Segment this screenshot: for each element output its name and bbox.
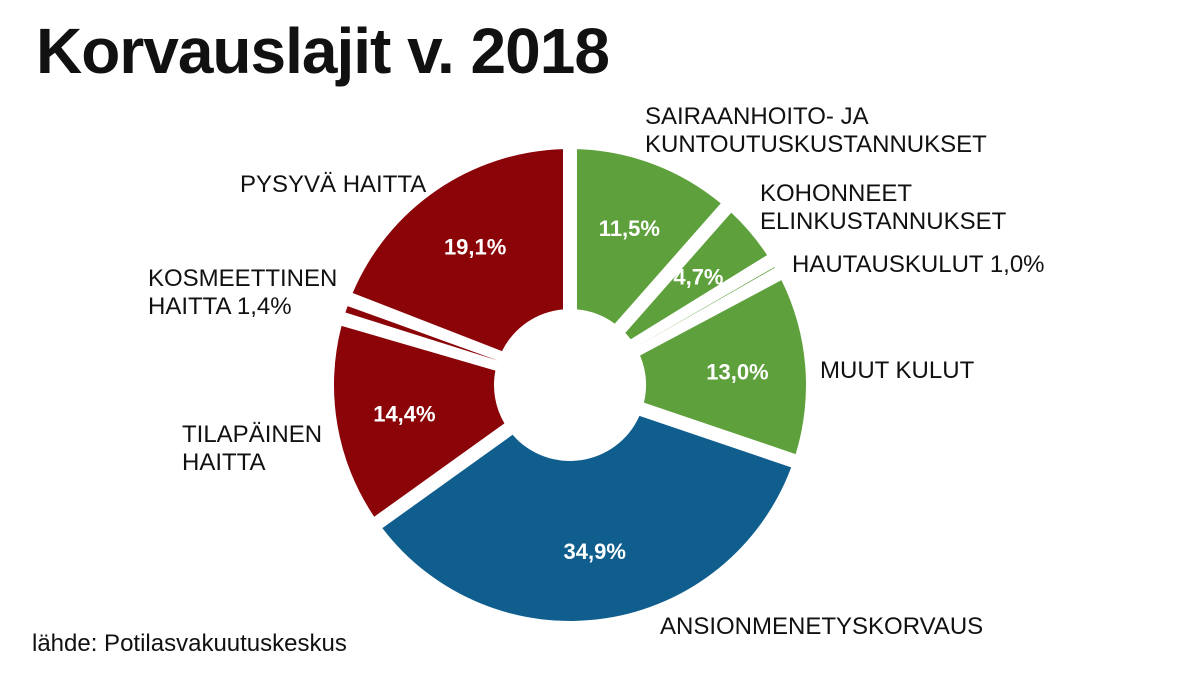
- category-label-5-line-1: HAITTA: [182, 449, 266, 476]
- chart-title: Korvauslajit v. 2018: [36, 15, 610, 87]
- value-label-3: 13,0%: [706, 359, 768, 384]
- slice-3: [640, 280, 806, 455]
- slice-5: [334, 325, 505, 517]
- slice-7: [352, 149, 564, 352]
- category-label-3-line-0: MUUT KULUT: [820, 357, 975, 384]
- category-label-6-line-1: HAITTA 1,4%: [148, 293, 292, 320]
- category-label-7-line-0: PYSYVÄ HAITTA: [240, 171, 426, 198]
- slice-2: [635, 267, 775, 348]
- category-label-0-line-0: SAIRAANHOITO- JA: [645, 103, 869, 130]
- category-label-4-line-0: ANSIONMENETYSKORVAUS: [660, 613, 983, 640]
- slice-6: [345, 306, 499, 361]
- value-label-7: 19,1%: [444, 234, 506, 259]
- category-label-2-line-0: HAUTAUSKULUT 1,0%: [792, 251, 1045, 278]
- category-label-5-line-0: TILAPÄINEN: [182, 421, 322, 448]
- category-label-6-line-0: KOSMEETTINEN: [148, 265, 337, 292]
- category-label-0-line-1: KUNTOUTUSKUSTANNUKSET: [645, 131, 987, 158]
- slice-1: [625, 212, 768, 340]
- category-label-1-line-0: KOHONNEET: [760, 180, 912, 207]
- value-label-1: 4,7%: [673, 265, 723, 290]
- value-label-0: 11,5%: [599, 216, 660, 241]
- value-label-5: 14,4%: [373, 401, 435, 426]
- slice-4: [382, 415, 792, 621]
- source-note: lähde: Potilasvakuutuskeskus: [32, 630, 347, 657]
- value-label-4: 34,9%: [564, 539, 626, 564]
- category-label-1-line-1: ELINKUSTANNUKSET: [760, 208, 1007, 235]
- slice-0: [576, 149, 721, 324]
